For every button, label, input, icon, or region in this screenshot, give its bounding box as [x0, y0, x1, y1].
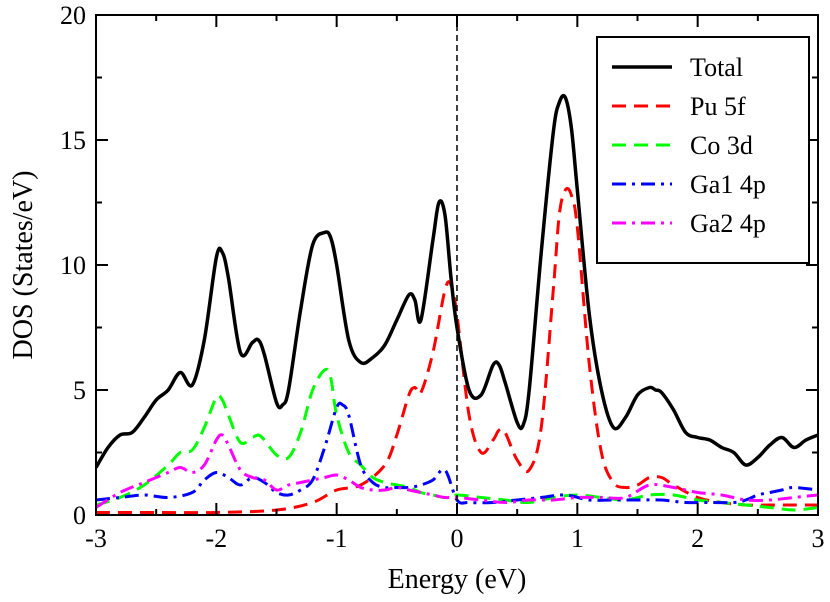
series-line-ga1-4p — [96, 401, 818, 505]
x-tick-label: -2 — [205, 524, 227, 553]
y-tick-label: 20 — [60, 1, 86, 30]
series-line-total — [96, 93, 818, 469]
x-tick-label: 1 — [571, 524, 584, 553]
legend-box — [596, 36, 810, 264]
y-tick-label: 10 — [60, 251, 86, 280]
y-tick-label: 5 — [73, 376, 86, 405]
x-tick-label: -3 — [85, 524, 107, 553]
legend-label-total: Total — [690, 53, 743, 82]
x-tick-label: 3 — [812, 524, 825, 553]
series-line-ga2-4p — [96, 433, 818, 509]
legend-label-ga1-4p: Ga1 4p — [690, 170, 766, 199]
series-line-pu-5f — [96, 186, 818, 515]
y-tick-label: 15 — [60, 126, 86, 155]
legend-label-ga2-4p: Ga2 4p — [690, 209, 766, 238]
x-tick-label: 0 — [451, 524, 464, 553]
y-axis-label: DOS (States/eV) — [8, 171, 39, 360]
x-axis-label: Energy (eV) — [388, 564, 527, 595]
x-tick-label: -1 — [326, 524, 348, 553]
series-layer — [96, 93, 818, 515]
y-tick-label: 0 — [73, 501, 86, 530]
ticks-layer: -3 -2 -1 0 1 2 3 0 5 10 15 20 — [60, 1, 825, 553]
series-line-co-3d — [96, 367, 818, 512]
legend: Total Pu 5f Co 3d Ga1 4p Ga2 4p — [596, 36, 810, 264]
legend-label-co-3d: Co 3d — [690, 131, 753, 160]
x-tick-label: 2 — [691, 524, 704, 553]
legend-label-pu-5f: Pu 5f — [690, 92, 746, 121]
